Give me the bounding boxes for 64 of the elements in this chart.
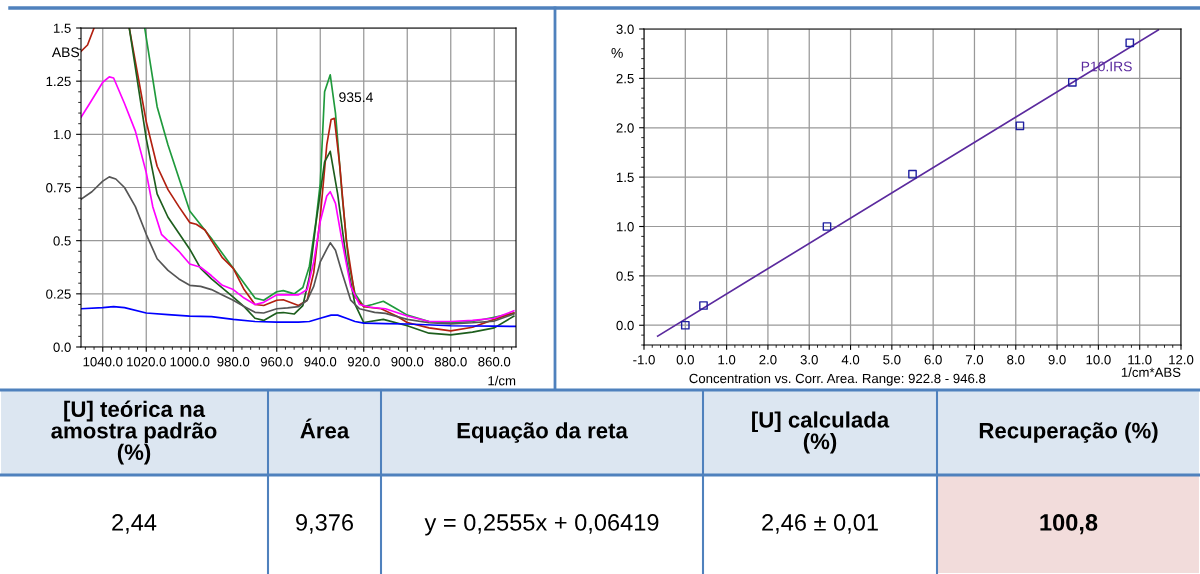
y-tick-label: 2.0 [616, 123, 634, 133]
point [908, 169, 917, 179]
x-tick-label: 4.0 [841, 355, 860, 365]
text: 9,376 [296, 514, 354, 534]
point [680, 320, 690, 330]
x-tick-label: 3.0 [800, 355, 818, 365]
text: Equação da reta [457, 422, 628, 443]
y-tick-label: 0.75 [46, 183, 71, 193]
line-series [81, 305, 516, 328]
point [822, 222, 832, 231]
y-tick-label: 0.25 [46, 289, 71, 299]
x-tick-label: 8.0 [1007, 355, 1025, 365]
y-axis-title: ABS [51, 47, 80, 58]
x-tick-label: 11.0 [1128, 355, 1152, 365]
y-tick-label: 3.0 [616, 24, 634, 34]
text: Recuperação (%) [979, 422, 1158, 443]
x-tick-label: 12.0 [1169, 355, 1194, 365]
y-tick-label: 2.5 [616, 73, 634, 84]
text: 2,44 [112, 514, 157, 534]
x-tick-label: 880.0 [434, 357, 467, 367]
text: y = 0,2555x + 0,06419 [424, 514, 659, 536]
y-tick-label: 1.25 [46, 76, 71, 87]
y-tick-label: 0.0 [53, 342, 71, 352]
point [1015, 121, 1025, 131]
annotation: 935.4 [339, 92, 373, 103]
text: Área [300, 418, 350, 439]
x-tick-label: -1.0 [633, 355, 655, 365]
x-tick-label: 5.0 [883, 355, 901, 365]
y-tick-label: 1.5 [616, 172, 634, 183]
point [1125, 38, 1135, 48]
text: [U] teórica na amostra padrão (%) [51, 400, 217, 465]
text: 1/cm*ABS [1121, 367, 1181, 377]
y-tick-label: 0.0 [616, 320, 634, 331]
x-tick-label: 860.0 [478, 357, 511, 367]
x-tick-label: 10.0 [1086, 355, 1111, 365]
x-tick-label: 0.0 [676, 355, 694, 365]
point [1067, 77, 1077, 87]
x-tick-label: 7.0 [965, 355, 984, 365]
y-tick-label: 1.0 [53, 129, 71, 140]
x-tick-label: 960.0 [260, 357, 293, 367]
x-tick-label: 1020.0 [127, 357, 166, 367]
point [699, 301, 708, 310]
line-series [81, 76, 515, 323]
x-tick-label: 2.0 [759, 355, 777, 365]
x-tick-label: 1000.0 [170, 357, 210, 367]
y-tick-label: 1.5 [53, 23, 71, 33]
y-tick-label: 0.5 [616, 271, 634, 281]
x-tick-label: 900.0 [391, 357, 424, 367]
y-tick-label: 1.0 [616, 222, 634, 232]
x-tick-label: 9.0 [1048, 355, 1066, 365]
x-tick-label: 940.0 [304, 357, 337, 367]
text: 2,46 ± 0,01 [762, 514, 878, 534]
x-tick-label: 1040.0 [83, 357, 123, 367]
x-tick-label: 920.0 [347, 357, 380, 367]
text: 100,8 [1040, 514, 1098, 535]
y-tick-label: 0.5 [53, 236, 71, 246]
x-tick-label: 980.0 [217, 357, 250, 367]
y-axis-title: % [611, 48, 623, 58]
x-tick-label: 6.0 [924, 355, 942, 365]
line-series [81, 176, 515, 325]
x-axis-title: Concentration vs. Corr. Area. Range: 922.8 - 946.8 [689, 373, 986, 386]
x-tick-label: 1.0 [718, 355, 736, 365]
text: [U] calculada (%) [752, 411, 890, 454]
x-axis-title: 1/cm [488, 375, 516, 386]
